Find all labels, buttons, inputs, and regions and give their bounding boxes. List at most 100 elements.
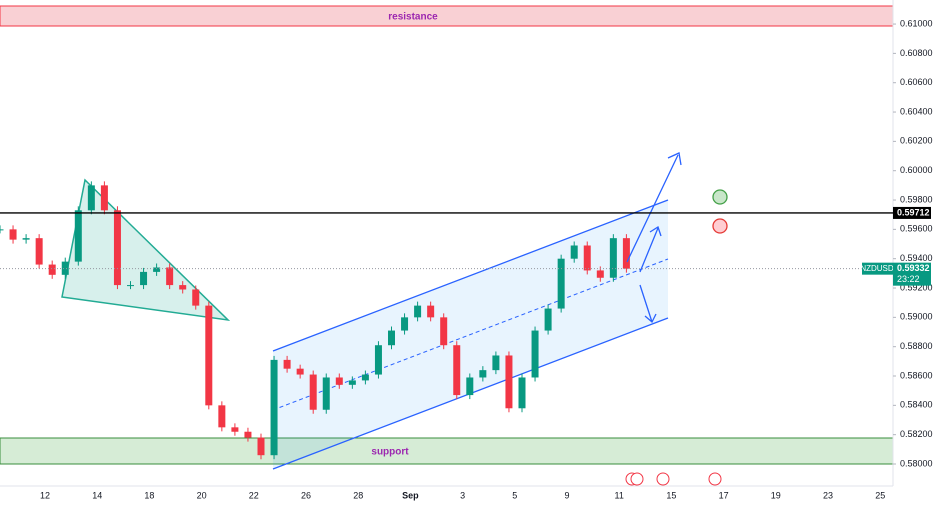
x-tick-label: 9 xyxy=(564,490,569,500)
candle xyxy=(87,185,95,211)
candle xyxy=(596,270,604,278)
event-icon xyxy=(630,472,644,486)
candle xyxy=(583,245,591,271)
support-label: support xyxy=(371,447,409,458)
x-tick-label: 28 xyxy=(353,490,363,500)
arrow-up xyxy=(626,152,682,263)
event-icons xyxy=(625,472,722,486)
arrow-retest xyxy=(639,226,662,273)
x-tick-label: 25 xyxy=(875,490,885,500)
candle xyxy=(100,185,108,211)
y-tick-label: 0.59600 xyxy=(900,224,933,234)
candle xyxy=(544,308,552,331)
x-tick-label: 12 xyxy=(40,490,50,500)
support-zone xyxy=(0,437,894,465)
triangle-pattern xyxy=(61,178,231,322)
channel-top xyxy=(272,199,669,352)
y-tick-label: 0.59000 xyxy=(900,312,933,322)
y-tick-label: 0.58200 xyxy=(900,429,933,439)
key-level-label: 0.59712 xyxy=(897,207,930,217)
candle xyxy=(127,285,134,287)
candles xyxy=(0,181,630,460)
candle xyxy=(9,229,17,240)
y-tick-label: 0.61000 xyxy=(900,18,933,28)
candle xyxy=(35,238,43,265)
y-tick-label: 0.59200 xyxy=(900,282,933,292)
candle xyxy=(322,377,330,410)
candle xyxy=(348,380,356,385)
candle xyxy=(388,330,395,346)
y-tick-label: 0.59800 xyxy=(900,194,933,204)
candle xyxy=(570,245,578,259)
candle xyxy=(505,355,513,409)
candle xyxy=(401,317,409,331)
countdown-label: 23:22 xyxy=(897,274,920,284)
y-tick-label: 0.60600 xyxy=(900,77,933,87)
candle xyxy=(531,330,539,378)
candle xyxy=(283,359,291,369)
y-tick-label: 0.58000 xyxy=(900,458,933,468)
candle xyxy=(492,355,500,371)
x-tick-label: 26 xyxy=(301,490,311,500)
candle xyxy=(48,264,56,275)
y-tick-label: 0.58800 xyxy=(900,341,933,351)
candle xyxy=(296,368,304,375)
x-tick-label: 20 xyxy=(197,490,207,500)
candle xyxy=(166,267,174,286)
candle xyxy=(440,317,448,346)
candle xyxy=(622,238,630,269)
y-tick-label: 0.60800 xyxy=(900,48,933,58)
last-price-box xyxy=(893,262,931,286)
resistance-label: resistance xyxy=(388,12,438,23)
arrows xyxy=(626,152,682,324)
candle xyxy=(0,229,4,231)
candle xyxy=(374,345,382,375)
candle xyxy=(22,238,30,240)
candle xyxy=(518,377,526,409)
candle xyxy=(309,374,317,410)
candle xyxy=(244,431,252,438)
candle xyxy=(453,345,461,396)
bear-signal xyxy=(712,218,728,234)
y-tick-label: 0.60000 xyxy=(900,165,933,175)
candle xyxy=(231,427,239,432)
candle xyxy=(609,238,617,278)
arrow-down xyxy=(639,284,657,324)
candle xyxy=(205,305,213,406)
y-tick-label: 0.58600 xyxy=(900,370,933,380)
candle xyxy=(153,267,161,272)
candle xyxy=(179,285,187,290)
x-tick-label: 17 xyxy=(719,490,729,500)
candle xyxy=(74,210,82,262)
x-tick-label: 11 xyxy=(615,490,624,500)
x-tick-label: 18 xyxy=(144,490,154,500)
symbol-label: NZDUSD xyxy=(860,264,894,273)
candle xyxy=(557,258,565,309)
key-level-box xyxy=(893,206,931,219)
y-tick-label: 0.58400 xyxy=(900,400,933,410)
candle xyxy=(113,210,121,286)
candle xyxy=(335,377,343,385)
candle xyxy=(257,437,265,456)
x-tick-label: 19 xyxy=(771,490,781,500)
x-tick-label: 3 xyxy=(460,490,465,500)
y-tick-label: 0.60200 xyxy=(900,136,933,146)
resistance-zone xyxy=(0,5,894,27)
x-tick-label: 22 xyxy=(249,490,259,500)
candle xyxy=(479,370,487,378)
event-icon xyxy=(656,472,670,486)
candle xyxy=(270,359,278,456)
x-tick-label: Sep xyxy=(402,490,419,500)
event-icon xyxy=(708,472,722,486)
last-price-label: 0.59332 xyxy=(897,263,930,273)
candle xyxy=(218,405,226,428)
candle xyxy=(361,374,369,381)
candle xyxy=(466,377,474,396)
candle xyxy=(140,271,148,286)
x-tick-label: 5 xyxy=(512,490,517,500)
candle xyxy=(61,261,69,275)
x-tick-label: 23 xyxy=(823,490,833,500)
x-tick-label: 15 xyxy=(666,490,676,500)
y-tick-label: 0.59400 xyxy=(900,253,933,263)
